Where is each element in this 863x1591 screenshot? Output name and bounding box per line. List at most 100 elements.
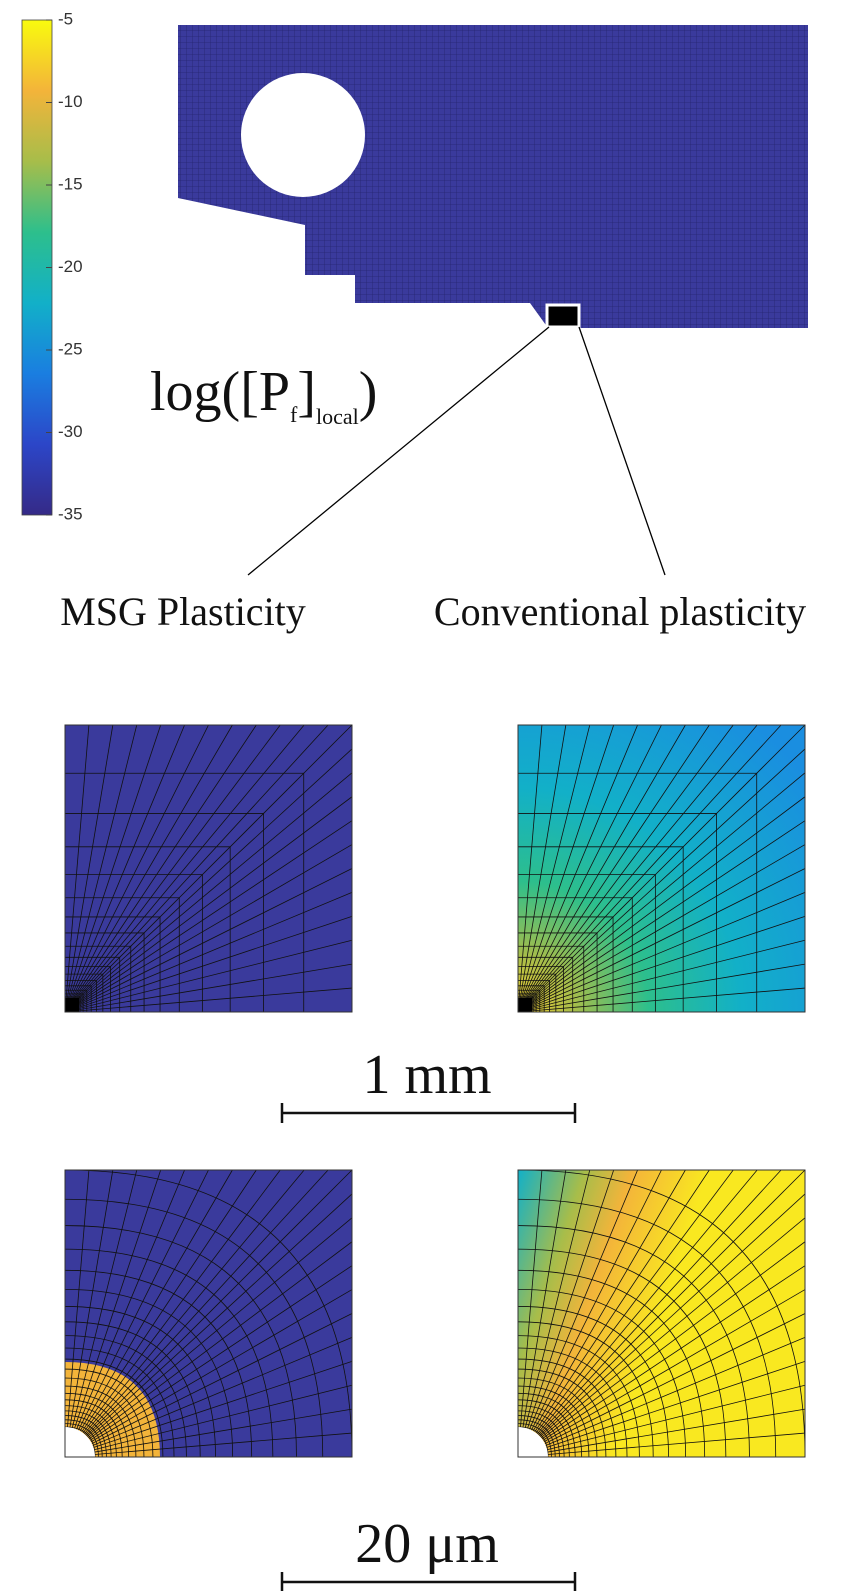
- mesh-line: [517, 724, 686, 1013]
- label-sub: f: [290, 402, 298, 427]
- mesh-ring: [64, 1225, 297, 1458]
- mesh-line: [538, 1169, 806, 1437]
- mesh-ring: [64, 1415, 107, 1458]
- mesh-ring: [518, 980, 550, 1012]
- mesh-ring: [518, 993, 537, 1012]
- mesh-ring: [517, 1335, 640, 1458]
- mesh-ring: [517, 1426, 549, 1458]
- label-text: ]: [297, 361, 316, 423]
- colorbar-tick-label: -15: [58, 174, 83, 193]
- mesh-line: [64, 939, 353, 1013]
- mesh-ring: [64, 1347, 175, 1458]
- mesh-line: [69, 1169, 114, 1428]
- mesh-ring: [64, 1399, 123, 1458]
- mesh-ring: [64, 1426, 96, 1458]
- mesh-ring: [517, 1415, 560, 1458]
- mesh-line: [64, 724, 329, 1013]
- mesh-line: [517, 892, 806, 1013]
- mesh-ring: [64, 1358, 164, 1458]
- colorbar-tick-label: -30: [58, 422, 83, 441]
- mesh-line: [517, 724, 758, 1013]
- mesh-line: [541, 1241, 806, 1440]
- mesh-line: [517, 987, 806, 1013]
- mesh-line: [85, 1169, 353, 1437]
- mesh-line: [535, 1169, 734, 1434]
- mesh-line: [83, 1169, 305, 1435]
- scale-bar: [280, 1103, 577, 1123]
- mesh-ring: [65, 772, 305, 1012]
- mesh-line: [74, 1169, 162, 1429]
- refined-corner: [65, 998, 79, 1012]
- mesh-panel: [64, 724, 353, 1013]
- mesh-line: [527, 1169, 615, 1429]
- mesh-line: [64, 844, 353, 1013]
- mesh-line: [88, 1241, 353, 1440]
- mesh-line: [91, 1313, 353, 1444]
- mesh-ring: [65, 996, 81, 1012]
- scale-bar-label: 20 μm: [355, 1513, 499, 1575]
- mesh-ring: [517, 1368, 607, 1458]
- mesh-ring: [517, 1169, 806, 1458]
- mesh-line: [540, 1217, 806, 1439]
- mesh-ring: [517, 1347, 628, 1458]
- mesh-line: [64, 796, 353, 1013]
- mesh-line: [92, 1337, 353, 1446]
- mesh-line: [520, 1169, 543, 1428]
- mesh-line: [64, 724, 90, 1013]
- mesh-line: [64, 772, 353, 1013]
- mesh-ring: [517, 1306, 669, 1458]
- mesh-line: [545, 1337, 806, 1446]
- annotation: Conventional plasticity: [434, 589, 806, 634]
- mesh-ring: [517, 1385, 590, 1458]
- colorbar-tick-label: -10: [58, 92, 83, 111]
- mesh-ring: [517, 1225, 750, 1458]
- mesh-ring: [518, 874, 656, 1012]
- mesh-ring: [64, 1169, 353, 1458]
- mesh-line: [93, 1360, 353, 1448]
- mesh-line: [64, 892, 353, 1013]
- refined-corner: [518, 998, 532, 1012]
- mesh-line: [534, 1169, 710, 1433]
- mesh-line: [532, 1169, 686, 1432]
- mesh-line: [89, 1265, 353, 1441]
- panel-frame: [64, 1169, 353, 1458]
- mesh-line: [64, 724, 257, 1013]
- mesh-line: [64, 724, 233, 1013]
- mesh-line: [64, 748, 353, 1013]
- mesh-line: [517, 724, 543, 1013]
- mesh-ring: [65, 973, 104, 1012]
- mesh-line: [531, 1169, 662, 1431]
- panel-frame: [517, 1169, 806, 1458]
- mesh-line: [81, 1169, 257, 1433]
- mesh-line: [524, 1169, 591, 1428]
- mesh-ring: [517, 1399, 576, 1458]
- mesh-line: [517, 724, 567, 1013]
- mesh-line: [517, 724, 615, 1013]
- mesh-line: [547, 1384, 806, 1451]
- mesh-ring: [65, 993, 84, 1012]
- mesh-line: [94, 1432, 353, 1455]
- mesh-ring: [518, 985, 545, 1012]
- specimen: [178, 25, 808, 576]
- mesh-line: [522, 1169, 567, 1428]
- mesh-line: [64, 868, 353, 1013]
- mesh-ring: [518, 932, 598, 1012]
- mesh-line: [517, 844, 806, 1013]
- mesh-line: [517, 820, 806, 1013]
- mesh-ring: [517, 1321, 654, 1458]
- scale-bar: [280, 1572, 577, 1591]
- mesh-line: [547, 1408, 806, 1453]
- mesh-line: [78, 1169, 209, 1431]
- scale-bar-label: 1 mm: [362, 1044, 491, 1106]
- mesh-ring: [64, 1198, 324, 1458]
- mesh-ring: [65, 980, 97, 1012]
- mesh-line: [539, 1193, 806, 1438]
- mesh-ring: [64, 1392, 130, 1458]
- mesh-line: [517, 748, 806, 1013]
- mesh-line: [517, 724, 734, 1013]
- mesh-ring: [518, 916, 614, 1012]
- mesh-line: [543, 1289, 806, 1443]
- mesh-ring: [518, 897, 633, 1012]
- mesh-ring: [517, 1358, 617, 1458]
